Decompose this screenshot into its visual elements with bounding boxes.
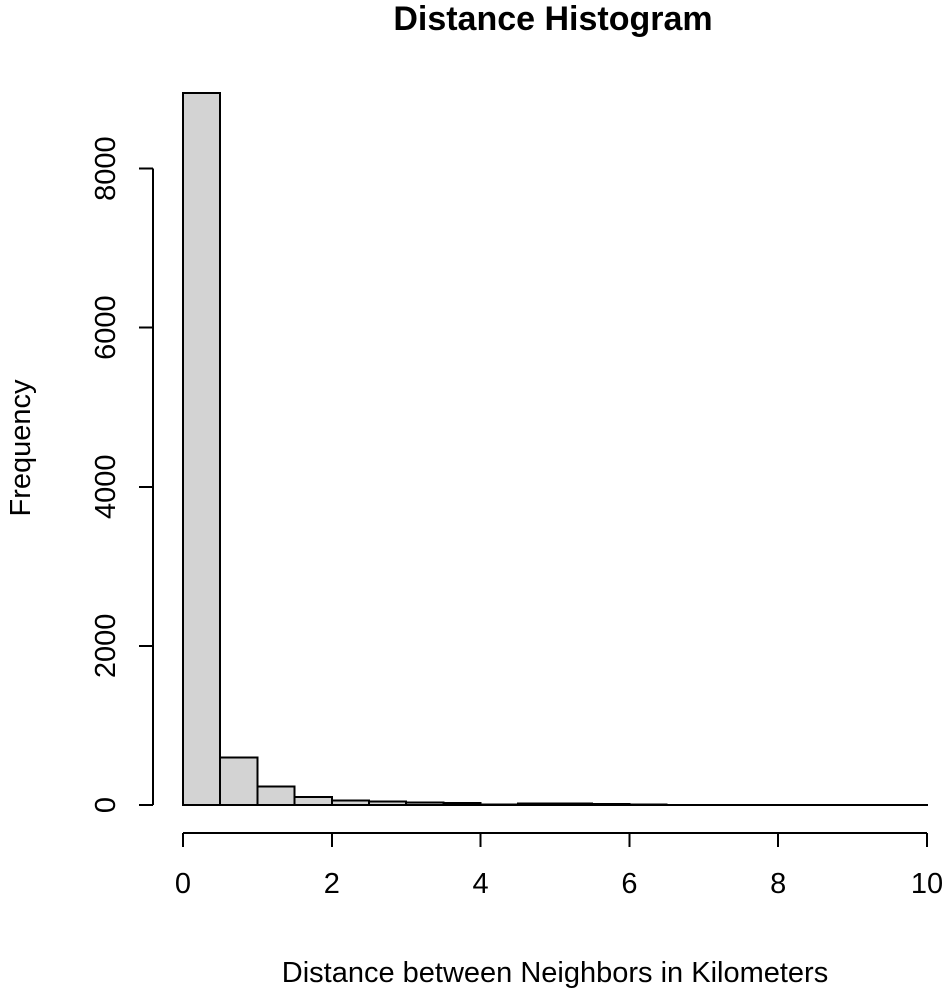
histogram-bar	[591, 802, 631, 806]
histogram-bar	[330, 799, 370, 806]
histogram-bar	[405, 801, 445, 806]
x-tick-label: 4	[473, 868, 489, 900]
histogram-bar	[293, 796, 333, 806]
x-axis-ticks: 0 2 4 6 8 10	[175, 833, 943, 900]
y-tick-label: 0	[90, 797, 122, 813]
histogram-bar	[516, 802, 556, 806]
x-tick-label: 10	[911, 868, 943, 900]
y-tick-label: 4000	[90, 455, 122, 520]
y-axis-title: Frequency	[5, 379, 37, 517]
chart-title: Distance Histogram	[393, 0, 712, 38]
x-tick-label: 8	[770, 868, 786, 900]
histogram-bar	[442, 802, 482, 806]
x-tick-label: 6	[621, 868, 637, 900]
histogram-bars	[182, 92, 928, 807]
histogram-bar	[256, 785, 296, 807]
y-axis-ticks: 0 2000 4000 6000 8000	[90, 136, 153, 813]
y-tick-label: 2000	[90, 614, 122, 679]
histogram-bar	[554, 802, 594, 806]
histogram-bar	[219, 756, 259, 806]
y-tick-label: 6000	[90, 295, 122, 360]
x-tick-label: 2	[324, 868, 340, 900]
x-tick-label: 0	[175, 868, 191, 900]
y-tick-label: 8000	[90, 136, 122, 201]
x-axis-title: Distance between Neighbors in Kilometers	[282, 957, 828, 989]
histogram-bar	[368, 800, 408, 806]
histogram-bar	[182, 92, 222, 806]
